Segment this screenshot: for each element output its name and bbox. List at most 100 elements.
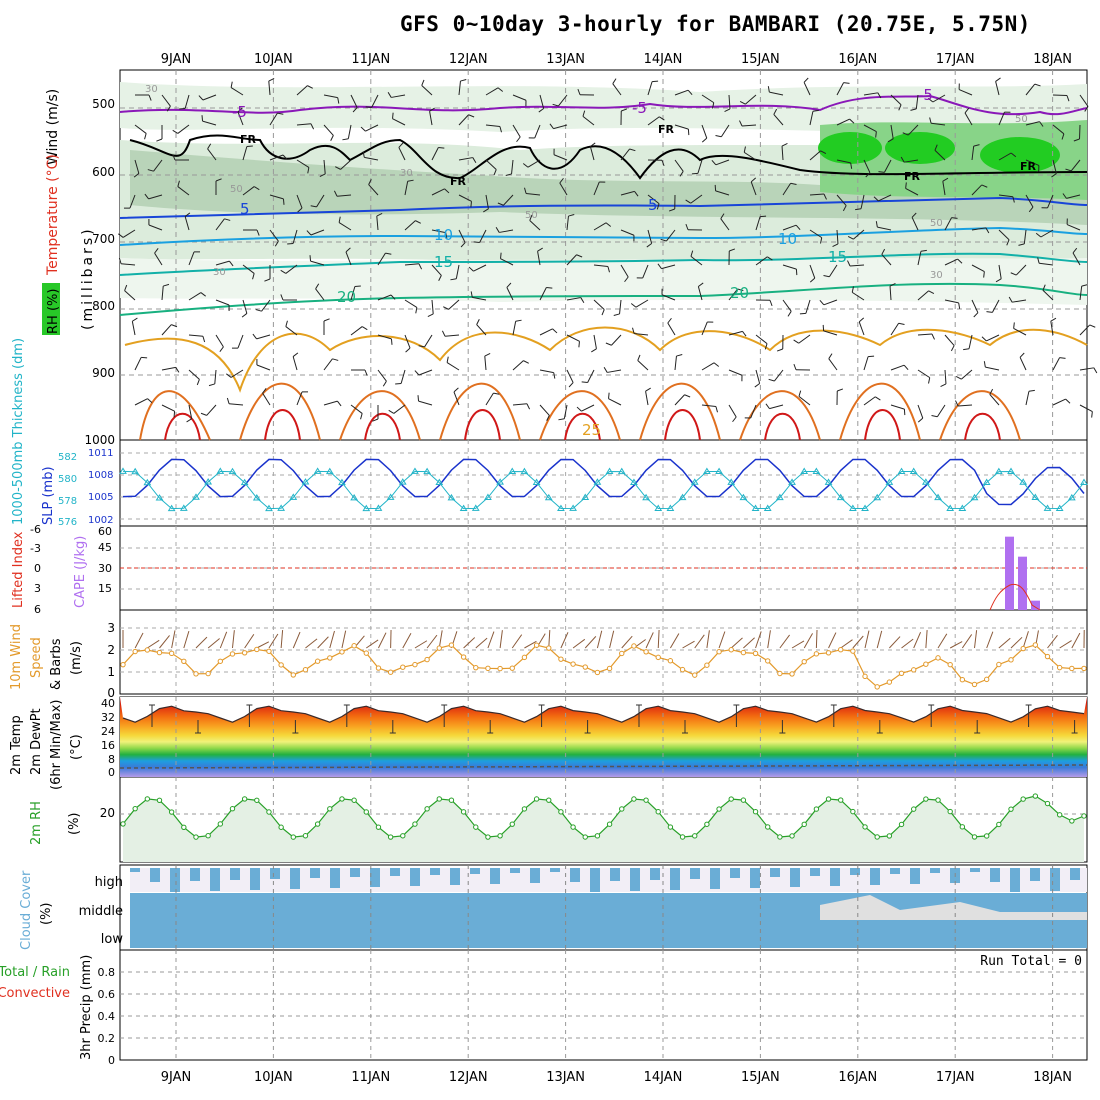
label-rh50-d: 50 [1015, 114, 1028, 125]
cloud-high-bar [930, 868, 940, 873]
rh2m-point [1081, 813, 1087, 819]
barb [1025, 194, 1034, 213]
tick-578: 578 [58, 496, 77, 507]
wind10-barb [171, 630, 176, 649]
tick-580: 580 [58, 474, 77, 485]
cloud-high-bar [630, 868, 640, 891]
barb [863, 159, 871, 178]
barb [395, 369, 406, 385]
barb [1037, 257, 1054, 266]
barb [1051, 159, 1057, 178]
barb [971, 227, 990, 234]
barb [473, 229, 487, 243]
barb [773, 108, 784, 126]
date-top-8: 17JAN [936, 52, 975, 67]
wind10-barb [694, 634, 705, 649]
barb [161, 366, 180, 373]
barb [215, 299, 230, 312]
barb [983, 361, 1000, 371]
thickness-line [122, 470, 1085, 510]
rh2m-point [923, 796, 929, 802]
barb [776, 334, 784, 352]
ylabel-thickness: 1000-500mb Thickness (dm) [11, 338, 26, 525]
wind10-point [424, 656, 430, 663]
cloud-high-bar [670, 868, 680, 890]
ylabel-wind10-speed: Speed [29, 637, 44, 678]
cloud-high-bar [410, 868, 420, 886]
cloud-high-bar [790, 868, 800, 887]
barb [524, 187, 541, 196]
stability-ticks: -6 -3 0 3 6 60 45 30 15 [30, 523, 112, 616]
thickness-point [642, 493, 650, 501]
label-minus5-a: -5 [232, 103, 247, 121]
label-rh50-c: 50 [930, 218, 943, 229]
barb [890, 94, 902, 111]
wind10-point [1020, 645, 1026, 652]
label-fr-d: FR [904, 170, 921, 183]
thickness-point [167, 504, 176, 512]
rh2m-point [886, 833, 893, 839]
thickness-point [398, 478, 407, 485]
thickness-point [301, 478, 310, 485]
barb [522, 159, 541, 168]
barb [832, 229, 839, 247]
rh2m-point [485, 834, 491, 840]
wind10-barb [682, 640, 695, 649]
wind10-barb [596, 630, 603, 649]
rh2m-point [1044, 800, 1051, 807]
barb [873, 194, 892, 202]
barb [566, 254, 583, 266]
barb [368, 179, 379, 196]
thickness-point [143, 478, 152, 486]
wind10-barb [974, 630, 978, 649]
wind10-point [1069, 665, 1075, 672]
barb [782, 182, 797, 196]
tick-w3: 3 [107, 621, 115, 635]
barb [404, 263, 423, 270]
barb [781, 143, 788, 161]
wind10-point [387, 669, 394, 675]
barb [242, 264, 255, 280]
rh2m-point [582, 834, 588, 840]
ylabel-dewpt2m: 2m DewPt [29, 708, 44, 775]
ylabel-rh: RH (%) [46, 289, 61, 334]
thickness-point [934, 493, 942, 501]
tick-cape-60: 60 [98, 525, 112, 538]
wind10-barb [134, 632, 144, 649]
rh2m-point [424, 806, 430, 812]
wind10-point [971, 681, 978, 688]
barb [798, 390, 811, 406]
ylabel-millibars: (millibars) [80, 226, 96, 330]
thickness-point [1019, 478, 1028, 485]
wind10-barb [584, 636, 597, 649]
wind10-point [838, 646, 844, 653]
barb [685, 223, 703, 231]
cloud-high-bar [170, 868, 180, 892]
label-25: 25 [582, 421, 601, 439]
rh2m-point [521, 806, 528, 812]
rh2m-point [898, 821, 905, 828]
rh2m-point [935, 797, 941, 803]
ylabel-rh2m: 2m RH [29, 801, 44, 845]
barb [134, 398, 153, 406]
thickness-point [836, 493, 845, 501]
barb [161, 283, 170, 301]
thickness-point [508, 467, 517, 474]
barb [252, 333, 271, 340]
barb [589, 142, 596, 161]
contour-20 [119, 282, 1088, 316]
thickness-point [848, 504, 857, 511]
tick-1002: 1002 [88, 515, 113, 526]
wind10-barb [645, 632, 654, 649]
barb [269, 112, 284, 126]
rh2m-point [801, 821, 807, 828]
cloud-gridlines [175, 865, 1054, 950]
label-minus5-b: -5 [632, 99, 647, 117]
rh2m-point [497, 833, 503, 839]
date-axis-top: 9JAN 10JAN 11JAN 12JAN 13JAN 14JAN 15JAN 16JAN 1… [161, 52, 1072, 67]
barb [280, 264, 298, 274]
label-5-b: 5 [648, 196, 658, 214]
date-top-6: 15JAN [741, 52, 780, 67]
barb [495, 227, 514, 233]
barb [404, 179, 414, 196]
